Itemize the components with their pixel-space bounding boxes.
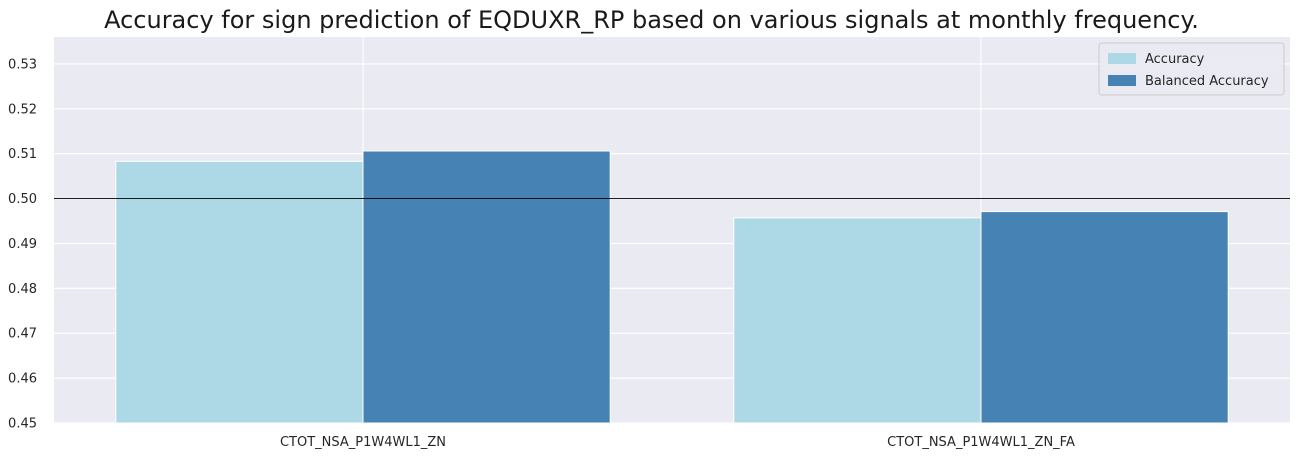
y-tick-label: 0.48 — [8, 282, 37, 297]
x-tick-label: CTOT_NSA_P1W4WL1_ZN — [280, 435, 446, 450]
legend-label: Balanced Accuracy — [1145, 74, 1269, 89]
bar-balanced-accuracy — [362, 150, 611, 424]
bar-accuracy — [115, 160, 364, 424]
axis-labels: 0.45 0.46 0.47 0.48 0.49 0.50 0.51 0.52 0.53 CTOT… — [8, 57, 1075, 450]
y-tick-label: 0.47 — [8, 327, 37, 342]
y-tick-label: 0.46 — [8, 372, 37, 387]
bars — [115, 150, 1229, 424]
y-tick-label: 0.52 — [8, 102, 37, 117]
x-tick-label: CTOT_NSA_P1W4WL1_ZN_FA — [887, 435, 1075, 450]
legend-swatch — [1108, 75, 1136, 86]
y-tick-label: 0.51 — [8, 147, 37, 162]
y-tick-label: 0.50 — [8, 192, 37, 207]
bar-balanced-accuracy — [980, 211, 1229, 424]
bar-accuracy — [733, 217, 982, 424]
y-tick-label: 0.45 — [8, 417, 37, 432]
y-tick-label: 0.49 — [8, 237, 37, 252]
legend-label: Accuracy — [1145, 52, 1205, 67]
legend-box — [1098, 42, 1285, 96]
chart-title: Accuracy for sign prediction of EQDUXR_R… — [104, 6, 1199, 34]
legend: Accuracy Balanced Accuracy — [1098, 42, 1285, 96]
legend-swatch — [1108, 53, 1136, 64]
y-tick-label: 0.53 — [8, 57, 37, 72]
